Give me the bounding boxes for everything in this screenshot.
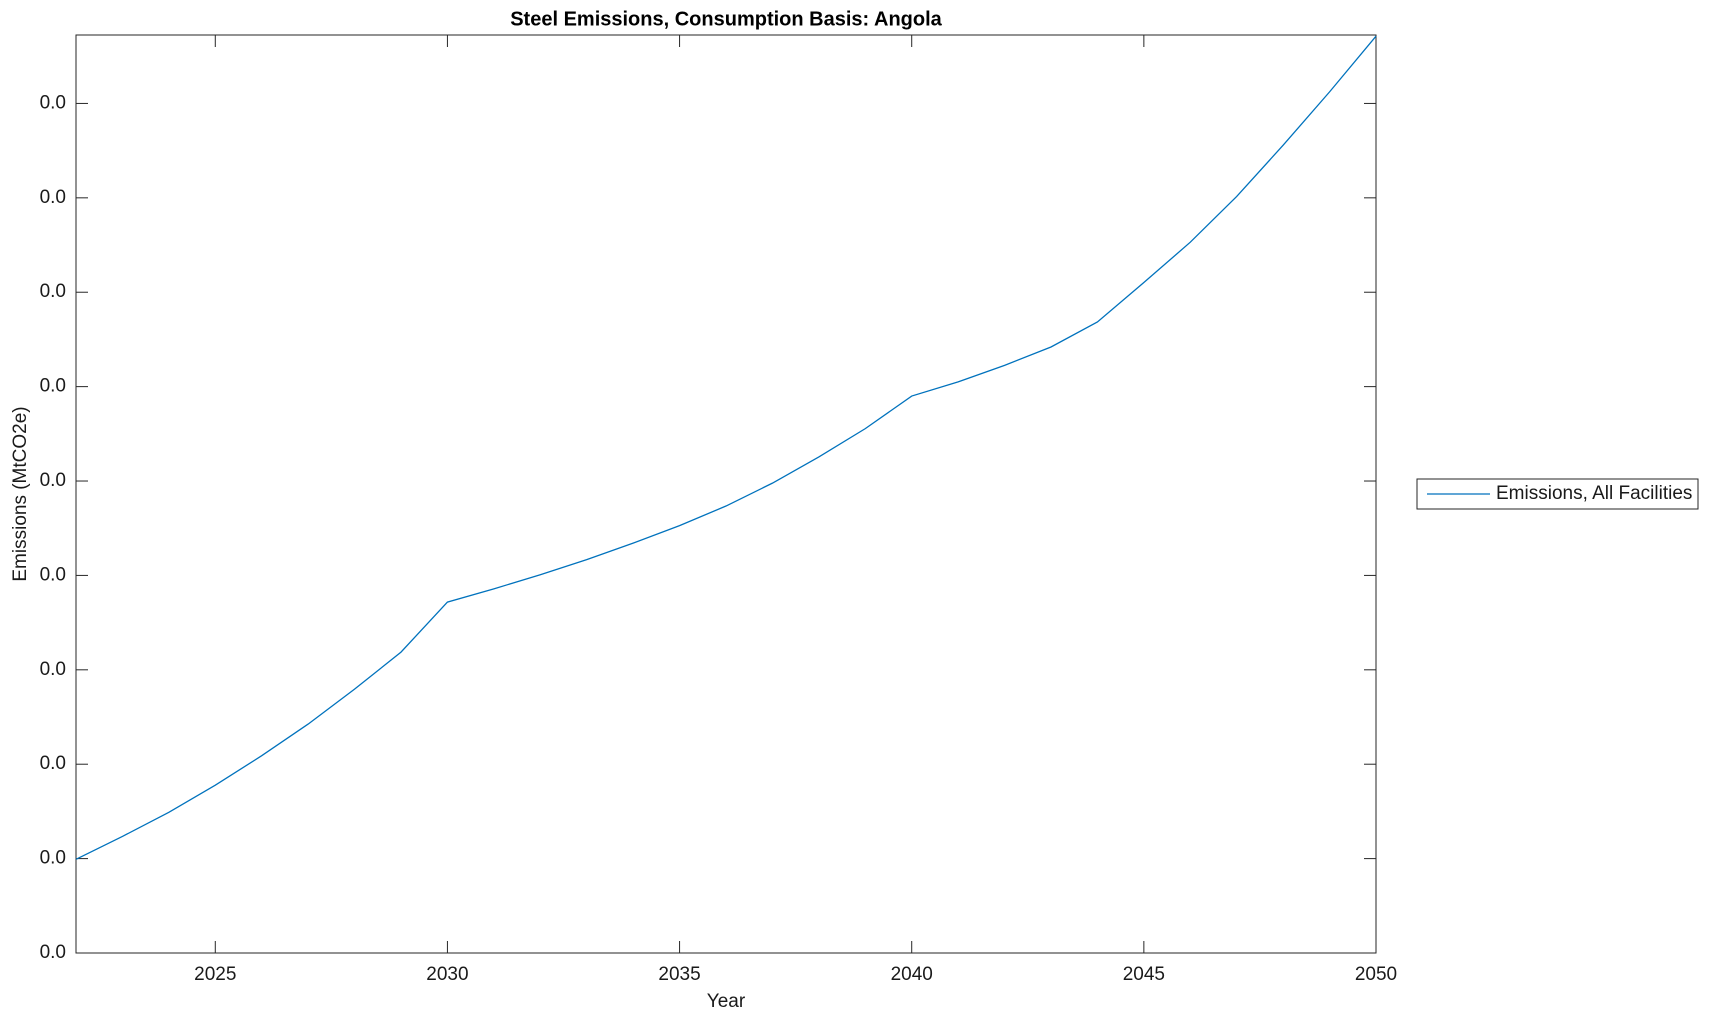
y-tick-label: 0.0 xyxy=(40,470,66,491)
y-tick-label: 0.0 xyxy=(40,92,66,113)
plot-box xyxy=(75,34,1377,954)
x-tick-label: 2030 xyxy=(426,964,468,985)
y-tick-label: 0.0 xyxy=(40,848,66,869)
y-axis-label: Emissions (MtCO2e) xyxy=(10,406,31,581)
legend-label: Emissions, All Facilities xyxy=(1496,483,1692,504)
x-tick-label: 2040 xyxy=(891,964,933,985)
data-line xyxy=(75,35,1377,860)
x-tick-label: 2035 xyxy=(658,964,700,985)
x-tick-label: 2045 xyxy=(1123,964,1165,985)
chart-title: Steel Emissions, Consumption Basis: Ango… xyxy=(510,8,942,30)
y-tick-label: 0.0 xyxy=(40,659,66,680)
y-tick-label: 0.0 xyxy=(40,376,66,397)
x-tick-label: 2025 xyxy=(194,964,236,985)
y-tick-label: 0.0 xyxy=(40,281,66,302)
x-tick-label: 2050 xyxy=(1355,964,1397,985)
y-tick-label: 0.0 xyxy=(40,942,66,963)
x-axis-label: Year xyxy=(707,991,746,1012)
y-tick-label: 0.0 xyxy=(40,753,66,774)
y-tick-label: 0.0 xyxy=(40,564,66,585)
y-tick-label: 0.0 xyxy=(40,187,66,208)
